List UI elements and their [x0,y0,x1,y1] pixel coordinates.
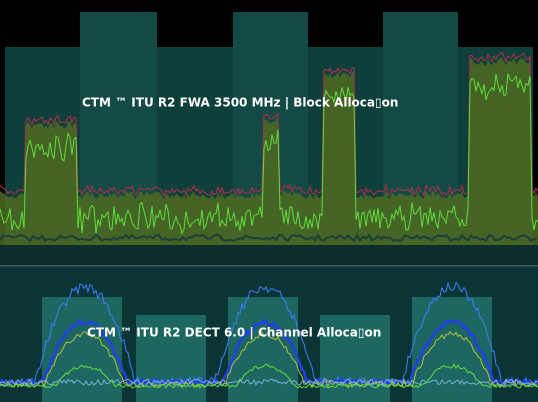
lower-band [0,245,538,266]
spectrum-fill [0,58,538,245]
aux-trace [0,330,538,389]
block [320,315,390,402]
low-trace [0,363,538,389]
max-hold-trace [0,51,538,198]
bottom-title: CTM ™ ITU R2 DECT 6.0 | Channel Alloca▯o… [87,326,381,340]
top-traces [0,51,538,245]
peak-trace [0,281,538,389]
top-title: CTM ™ ITU R2 FWA 3500 MHz | Block Alloca… [82,96,398,110]
live-trace [0,73,538,235]
floor-trace [0,233,538,243]
avg-trace [0,318,538,387]
bottom-traces [0,281,538,389]
noise-trace [0,378,538,387]
